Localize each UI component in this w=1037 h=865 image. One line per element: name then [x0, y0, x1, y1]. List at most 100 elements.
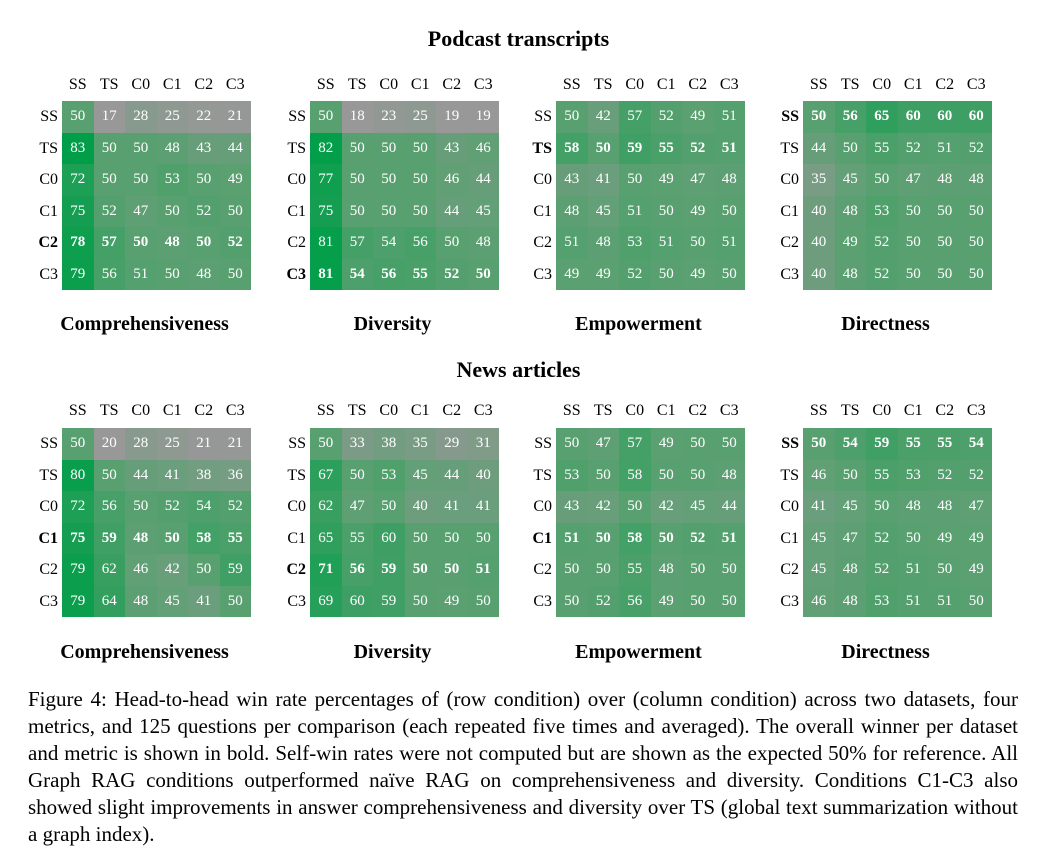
figure-caption: Figure 4: Head-to-head win rate percenta…	[28, 687, 1018, 846]
row-label: C0	[39, 498, 58, 515]
heatmap-cell: 53	[866, 195, 898, 227]
heatmap-cell: 49	[929, 522, 961, 554]
metric-label: Comprehensiveness	[60, 313, 229, 335]
heatmap-cell: 48	[125, 585, 157, 617]
heatmap-cell: 50	[188, 554, 220, 586]
heatmap-cell: 50	[188, 164, 220, 196]
row-label: C0	[533, 171, 552, 188]
row-label: TS	[533, 466, 552, 484]
heatmap-cell: 75	[62, 195, 94, 227]
heatmap-cell: 46	[467, 132, 499, 164]
heatmap-cell: 54	[834, 428, 866, 460]
row-label: C2	[38, 234, 58, 251]
heatmap-cell: 22	[188, 101, 220, 133]
heatmap-cell: 35	[404, 428, 436, 460]
heatmap-cell: 75	[310, 195, 342, 227]
heatmap-cell: 58	[556, 132, 588, 164]
heatmap-cell: 50	[929, 554, 961, 586]
row-label: C1	[533, 202, 552, 220]
heatmap-cell: 56	[404, 227, 436, 259]
heatmap-cell: 50	[310, 428, 342, 460]
heatmap-cell: 48	[125, 522, 157, 554]
heatmap-cell: 57	[341, 227, 373, 259]
column-label: C0	[131, 76, 151, 93]
heatmap-cell: 42	[650, 491, 682, 523]
heatmap-cell: 60	[929, 101, 961, 133]
column-label: SS	[562, 402, 581, 419]
heatmap-cell: 78	[62, 227, 94, 259]
heatmap-cell: 52	[188, 195, 220, 227]
heatmap-cell: 41	[188, 585, 220, 617]
row-label: SS	[288, 435, 306, 452]
row-label: SS	[40, 108, 58, 125]
heatmap-cell: 45	[404, 459, 436, 491]
heatmap-cell: 47	[897, 164, 929, 196]
heatmap-cell: 47	[834, 522, 866, 554]
metric-label: Diversity	[353, 313, 432, 335]
row-label: TS	[287, 139, 306, 157]
column-label: TS	[593, 76, 613, 93]
heatmap-cell: 46	[803, 459, 835, 491]
heatmap-cell: 56	[93, 258, 125, 290]
heatmap-cell: 29	[436, 428, 468, 460]
heatmap-cell: 52	[93, 195, 125, 227]
row-label: C0	[287, 171, 306, 188]
heatmap-cell: 50	[125, 227, 157, 259]
heatmap-cell: 45	[834, 491, 866, 523]
column-label: TS	[99, 402, 119, 419]
column-label: C3	[966, 402, 986, 419]
heatmap-cell: 50	[373, 491, 405, 523]
column-label: TS	[840, 402, 860, 419]
heatmap-cell: 50	[404, 195, 436, 227]
column-label: SS	[68, 402, 87, 419]
column-label: TS	[347, 402, 367, 419]
heatmap-cell: 49	[650, 164, 682, 196]
heatmap-cell: 50	[897, 227, 929, 259]
heatmap-cell: 58	[188, 522, 220, 554]
heatmap-cell: 52	[156, 491, 188, 523]
heatmap-cell: 53	[156, 164, 188, 196]
heatmap-cell: 67	[310, 459, 342, 491]
heatmap-cell: 50	[587, 522, 619, 554]
heatmap-cell: 47	[125, 195, 157, 227]
heatmap-cell: 50	[960, 195, 992, 227]
heatmap-cell: 41	[803, 491, 835, 523]
heatmap-cell: 57	[619, 101, 651, 133]
heatmap-cell: 40	[803, 195, 835, 227]
column-label: C3	[225, 402, 245, 419]
heatmap-cell: 50	[341, 164, 373, 196]
heatmap-cell: 81	[310, 258, 342, 290]
heatmap-cell: 47	[960, 491, 992, 523]
heatmap-cell: 28	[125, 101, 157, 133]
heatmap-cell: 81	[310, 227, 342, 259]
heatmap-cell: 47	[341, 491, 373, 523]
column-label: SS	[562, 76, 581, 93]
heatmap-cell: 48	[834, 585, 866, 617]
heatmap-cell: 48	[713, 164, 745, 196]
heatmap-cell: 43	[188, 132, 220, 164]
heatmap-cell: 25	[156, 428, 188, 460]
heatmap-cell: 51	[650, 227, 682, 259]
row-label: C2	[286, 561, 306, 578]
heatmap-cell: 58	[619, 459, 651, 491]
heatmap-cell: 50	[929, 227, 961, 259]
heatmap-cell: 19	[467, 101, 499, 133]
heatmap-cell: 50	[619, 164, 651, 196]
heatmap-cell: 50	[713, 428, 745, 460]
heatmap-cell: 48	[834, 258, 866, 290]
heatmap-cell: 50	[713, 195, 745, 227]
heatmap-cell: 52	[866, 258, 898, 290]
heatmap-cell: 49	[960, 522, 992, 554]
heatmap-cell: 62	[310, 491, 342, 523]
column-label: C2	[688, 76, 708, 93]
heatmap-cell: 53	[556, 459, 588, 491]
heatmap-cell: 50	[310, 101, 342, 133]
heatmap-cell: 50	[929, 258, 961, 290]
column-label: C3	[473, 76, 493, 93]
metric-label: Directness	[841, 641, 930, 663]
heatmap-cell: 36	[219, 459, 251, 491]
heatmap-cell: 56	[93, 491, 125, 523]
heatmap-cell: 59	[619, 132, 651, 164]
heatmap-cell: 49	[650, 428, 682, 460]
heatmap-cell: 44	[713, 491, 745, 523]
